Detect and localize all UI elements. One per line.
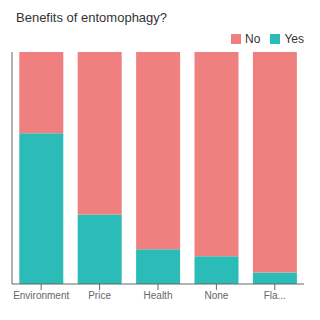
html-text:Benefits of entomophagy?: Benefits of entomophagy? [16,10,168,25]
svg-text:Price: Price [88,290,111,301]
svg-text:Fla...: Fla... [264,290,286,301]
svg-text:None: None [204,290,228,301]
html-text:No: No [245,32,261,46]
html-text:Yes: Yes [284,32,304,46]
svg-text:Health: Health [144,290,173,301]
svg-text:Environment: Environment [13,290,69,301]
